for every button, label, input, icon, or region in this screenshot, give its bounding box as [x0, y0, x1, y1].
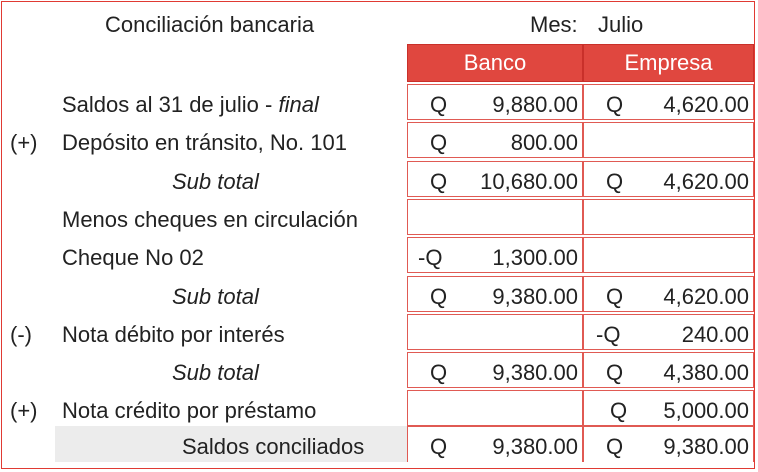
company-amount: 4,620.00: [663, 168, 749, 194]
row-label-italic: Sub total: [172, 360, 259, 386]
company-currency: Q: [606, 92, 624, 117]
row-prefix: (-): [10, 321, 32, 347]
bank-amount: 9,380.00: [492, 283, 578, 309]
company-amount: 240.00: [681, 321, 749, 347]
company-cell: [583, 390, 754, 427]
row-label-italic: Sub total: [172, 283, 259, 309]
company-currency: Q: [606, 360, 624, 386]
bank-cell: [407, 313, 583, 350]
row-label-text: Cheque No 02: [62, 245, 204, 271]
row-label-text: Menos cheques en circulación: [62, 206, 358, 232]
bank-amount: 9,880.00: [492, 92, 578, 117]
bank-cell: [407, 84, 583, 120]
bank-cell: [407, 237, 583, 274]
bank-amount: 9,380.00: [492, 360, 578, 386]
company-cell: [583, 313, 754, 350]
month-value: Julio: [598, 12, 644, 37]
bank-currency: Q: [430, 130, 448, 156]
row-prefix: (+): [10, 130, 38, 156]
total-label: Saldos conciliados: [182, 434, 365, 459]
row-label: Sub total: [172, 284, 259, 310]
company-cell: [583, 122, 754, 159]
company-cell: [583, 237, 754, 274]
bank-currency: Q: [430, 92, 448, 117]
bank-currency: Q: [430, 283, 448, 309]
row-label: Sub total: [172, 360, 259, 386]
row-label-italic: Sub total: [172, 168, 259, 194]
row-label-italic: final: [278, 92, 319, 117]
company-cell: [583, 84, 754, 120]
bank-cell: [407, 390, 583, 427]
bank-amount: 10,680.00: [480, 168, 578, 194]
total-company-amount: 9,380.00: [663, 434, 749, 459]
row-label-text: Depósito en tránsito, No. 101: [62, 130, 347, 156]
total-bank-cell: [407, 426, 583, 462]
bank-currency: Q: [430, 360, 448, 386]
bank-cell: [407, 122, 583, 159]
row-label: Depósito en tránsito, No. 101: [62, 130, 347, 156]
month-label: Mes:: [530, 12, 578, 37]
total-row-shade: [55, 426, 407, 462]
row-label: Menos cheques en circulación: [62, 207, 358, 233]
total-company-currency: Q: [606, 434, 624, 459]
company-cell: [583, 160, 754, 197]
company-cell: [583, 198, 754, 235]
company-amount: 4,620.00: [663, 92, 749, 117]
row-label: Nota débito por interés: [62, 322, 285, 348]
bank-amount: 1,300.00: [492, 245, 578, 271]
bank-cell: [407, 160, 583, 197]
bank-cell: [407, 275, 583, 312]
company-amount: 5,000.00: [663, 398, 749, 424]
row-label: Cheque No 02: [62, 245, 204, 271]
row-label: Saldos al 31 de julio - final: [62, 92, 319, 118]
row-label: Sub total: [172, 169, 259, 195]
bank-amount: 800.00: [510, 130, 578, 156]
row-label-text: Nota crédito por préstamo: [62, 398, 317, 424]
page-title: Conciliación bancaria: [105, 12, 315, 37]
company-currency: Q: [606, 283, 624, 309]
company-amount: 4,620.00: [663, 283, 749, 309]
company-amount: 4,380.00: [663, 360, 749, 386]
row-label: Nota crédito por préstamo: [62, 398, 316, 424]
row-label-text: Nota débito por interés: [62, 321, 285, 347]
column-header-company: Empresa: [583, 44, 754, 82]
company-cell: [583, 352, 754, 389]
total-bank-amount: 9,380.00: [492, 434, 578, 459]
column-header-bank: Banco: [407, 44, 583, 82]
company-currency: -Q: [596, 321, 621, 347]
company-currency: Q: [606, 168, 624, 194]
row-label-text: Saldos al 31 de julio -: [62, 92, 279, 117]
total-bank-currency: Q: [430, 434, 448, 459]
bank-cell: [407, 198, 583, 235]
company-cell: [583, 275, 754, 312]
bank-cell: [407, 352, 583, 389]
total-company-cell: [583, 426, 754, 462]
row-prefix: (+): [10, 398, 38, 424]
company-currency: Q: [610, 398, 628, 424]
bank-currency: -Q: [418, 245, 443, 271]
bank-currency: Q: [430, 168, 448, 194]
